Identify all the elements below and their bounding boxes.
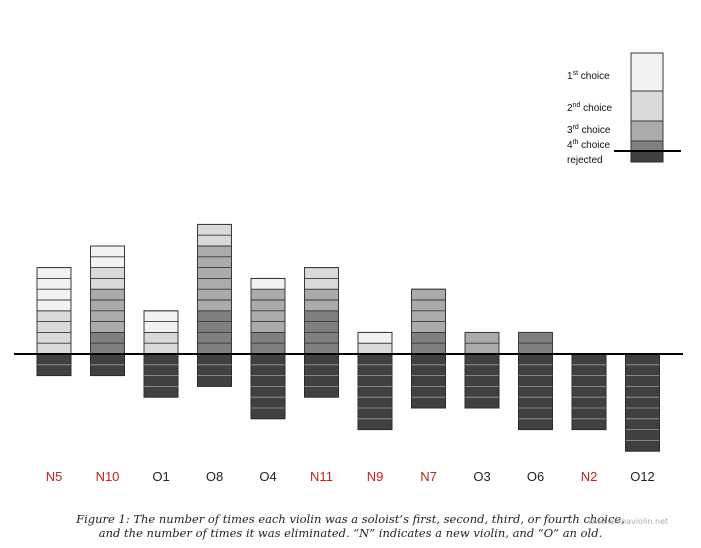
x-tick-label-n2: N2 (581, 469, 598, 484)
bar-segment-n9-1st (358, 332, 392, 344)
x-tick-label-o3: O3 (473, 469, 490, 484)
bar-group-n11 (304, 267, 339, 398)
x-tick-label-n11: N11 (310, 469, 333, 484)
legend-swatch-rejected (630, 150, 664, 163)
legend-swatch-4th (630, 140, 664, 152)
bar-group-o12 (625, 353, 660, 452)
caption-line-2: and the number of times it was eliminate… (98, 526, 603, 540)
x-tick-label-o1: O1 (152, 469, 169, 484)
bar-group-n7 (411, 288, 446, 409)
legend-label-3rd: 3rd choice (567, 124, 611, 136)
watermark: www.chinaviolin.net (588, 517, 669, 526)
legend-swatch-3rd (630, 120, 664, 142)
x-tick-label-n5: N5 (46, 469, 63, 484)
bar-segment-o4-1st (251, 278, 285, 290)
legend-swatch-1st (630, 52, 664, 92)
bar-group-o3 (464, 331, 500, 409)
legend-label-rejected: rejected (567, 155, 603, 166)
bar-segment-n7-rejected (411, 353, 446, 409)
bar-segment-n2-rejected (571, 353, 607, 431)
x-tick-label-n10: N10 (96, 469, 120, 484)
x-tick-label-n9: N9 (367, 469, 384, 484)
legend-label-1st: 1st choice (567, 70, 610, 82)
bar-segment-o3-rejected (464, 353, 500, 409)
caption-line-1: Figure 1: The number of times each violi… (76, 512, 625, 526)
x-tick-label-o8: O8 (206, 469, 223, 484)
x-tick-label-n7: N7 (420, 469, 437, 484)
bar-group-n2 (571, 353, 607, 431)
bar-group-o8 (197, 223, 232, 387)
bar-group-n5 (36, 267, 72, 377)
bar-group-n9 (357, 331, 393, 431)
legend-swatch-2nd (630, 90, 664, 122)
bar-segment-n9-2nd (358, 343, 392, 354)
bar-group-n10 (90, 245, 125, 377)
bar-group-o4 (250, 277, 286, 420)
legend: 1st choice 2nd choice 3rd choice 4th choice… (567, 52, 681, 166)
figure-caption: Figure 1: The number of times each violi… (0, 512, 701, 540)
bar-segment-o8-rejected (197, 353, 232, 387)
x-tick-label-o6: O6 (527, 469, 544, 484)
legend-label-2nd: 2nd choice (567, 102, 612, 114)
bar-group-o1 (143, 310, 179, 398)
bar-segment-o6-rejected (518, 353, 553, 431)
x-tick-label-o4: O4 (259, 469, 276, 484)
legend-label-4th: 4th choice (567, 139, 611, 151)
x-tick-label-o12: O12 (630, 469, 655, 484)
bar-group-o6 (518, 331, 553, 431)
bar-segment-n9-rejected (357, 353, 393, 431)
bar-segment-o12-rejected (625, 353, 660, 452)
